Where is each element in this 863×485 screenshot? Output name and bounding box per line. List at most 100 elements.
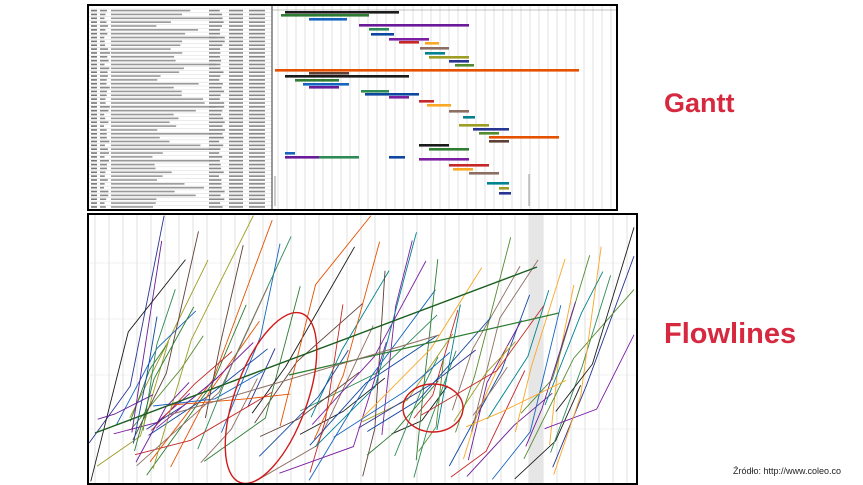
- task-start-cell: [229, 140, 243, 143]
- task-duration-cell: [209, 40, 225, 43]
- flowline: [131, 335, 204, 430]
- task-finish-cell: [249, 98, 265, 100]
- task-code-cell: [100, 94, 107, 97]
- task-finish-cell: [249, 82, 265, 85]
- task-finish-cell: [249, 167, 265, 170]
- task-code-cell: [100, 21, 107, 23]
- task-duration-cell: [209, 121, 225, 124]
- task-code-cell: [100, 59, 109, 62]
- task-start-cell: [229, 198, 243, 201]
- flowline: [420, 305, 544, 416]
- gantt-bar: [429, 56, 469, 59]
- task-name-cell: [111, 190, 175, 193]
- task-code-cell: [100, 40, 105, 43]
- task-name-cell: [111, 44, 181, 47]
- task-name-cell: [111, 82, 199, 85]
- gantt-bar: [419, 100, 434, 103]
- task-duration-cell: [209, 167, 222, 170]
- task-duration-cell: [209, 194, 221, 197]
- task-name-cell: [111, 186, 204, 189]
- flowline: [366, 380, 439, 456]
- flowline: [418, 356, 445, 452]
- gantt-bar: [449, 110, 469, 113]
- task-duration-cell: [209, 106, 225, 108]
- flowline: [491, 305, 562, 480]
- highlight-ellipse: [224, 311, 318, 483]
- flowline: [200, 378, 258, 464]
- task-code-cell: [100, 198, 107, 201]
- flowline: [221, 243, 281, 433]
- task-duration-cell: [209, 152, 220, 154]
- task-start-cell: [229, 106, 243, 108]
- task-id-cell: [91, 52, 97, 54]
- task-finish-cell: [249, 202, 265, 204]
- task-name-cell: [111, 32, 186, 35]
- task-name-cell: [111, 90, 182, 93]
- task-id-cell: [91, 32, 97, 35]
- task-name-cell: [111, 40, 183, 43]
- gantt-bar: [369, 28, 389, 31]
- task-name-cell: [111, 152, 163, 154]
- task-finish-cell: [249, 86, 265, 89]
- task-code-cell: [100, 163, 107, 166]
- task-code-cell: [100, 152, 109, 154]
- task-name-cell: [111, 25, 157, 27]
- task-name-cell: [111, 29, 199, 31]
- task-id-cell: [91, 183, 97, 185]
- task-duration-cell: [209, 117, 224, 120]
- task-id-cell: [91, 59, 97, 62]
- task-name-cell: [111, 9, 191, 12]
- flowline: [129, 259, 209, 418]
- task-id-cell: [91, 94, 97, 97]
- task-start-cell: [229, 32, 243, 35]
- task-finish-cell: [249, 206, 265, 208]
- flowline: [89, 215, 165, 444]
- flowline: [94, 266, 538, 434]
- task-code-cell: [100, 140, 110, 143]
- task-name-cell: [111, 13, 183, 16]
- task-start-cell: [229, 102, 243, 104]
- task-finish-cell: [249, 36, 265, 39]
- flowline: [148, 348, 268, 436]
- task-duration-cell: [209, 36, 225, 39]
- gantt-bar: [295, 79, 339, 82]
- task-name-cell: [111, 163, 155, 166]
- task-code-cell: [100, 167, 107, 170]
- gantt-bar: [281, 14, 369, 17]
- task-start-cell: [229, 40, 243, 43]
- gantt-bar: [469, 172, 499, 175]
- task-id-cell: [91, 140, 97, 143]
- task-id-cell: [91, 113, 97, 116]
- task-name-cell: [111, 48, 171, 50]
- task-start-cell: [229, 52, 243, 54]
- task-finish-cell: [249, 25, 265, 27]
- task-duration-cell: [209, 63, 221, 66]
- flowline: [472, 366, 508, 416]
- task-name-cell: [111, 71, 180, 73]
- task-duration-cell: [209, 163, 221, 166]
- flowline: [136, 287, 268, 467]
- task-finish-cell: [249, 156, 265, 158]
- task-id-cell: [91, 121, 97, 124]
- task-finish-cell: [249, 79, 265, 81]
- gantt-bar: [285, 156, 319, 159]
- gantt-bar: [427, 104, 451, 107]
- gantt-bar: [420, 47, 449, 50]
- task-id-cell: [91, 29, 97, 31]
- task-name-cell: [111, 102, 205, 104]
- task-duration-cell: [209, 67, 221, 70]
- task-id-cell: [91, 79, 97, 81]
- flowline: [450, 370, 526, 478]
- task-id-cell: [91, 106, 97, 108]
- task-code-cell: [100, 98, 106, 100]
- task-finish-cell: [249, 175, 265, 177]
- task-code-cell: [100, 25, 108, 27]
- flowline: [309, 335, 437, 446]
- task-name-cell: [111, 75, 161, 77]
- gantt-bar: [389, 96, 409, 99]
- task-duration-cell: [209, 79, 220, 81]
- task-finish-cell: [249, 21, 265, 23]
- gantt-label: Gantt: [664, 88, 735, 118]
- flowline: [544, 334, 635, 430]
- flowline: [169, 393, 291, 406]
